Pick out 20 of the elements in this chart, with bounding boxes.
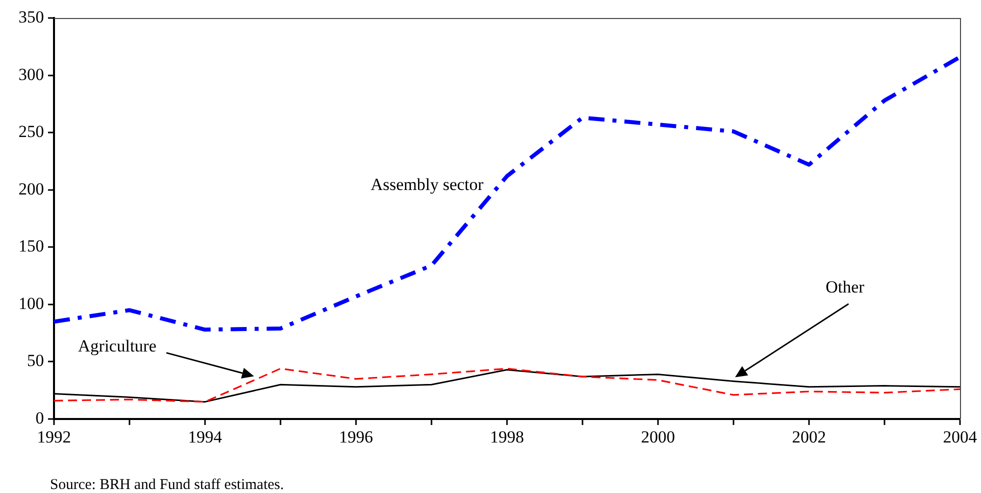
y-tick-label: 350 [18,7,44,26]
x-tick-label: 1992 [37,428,71,447]
source-note: Source: BRH and Fund staff estimates. [50,476,284,493]
y-tick-label: 150 [18,236,44,256]
y-tick-label: 200 [18,179,44,198]
x-tick-label: 2002 [792,428,826,447]
x-tick-label: 1994 [188,428,222,447]
y-tick-label: 250 [18,122,44,142]
x-tick-label: 2004 [943,428,978,447]
series-label: Assembly sector [370,175,484,194]
x-tick-label: 1998 [490,428,524,447]
y-tick-label: 300 [18,64,44,84]
text: Agriculture [78,336,156,356]
y-tick-label: 100 [18,294,44,313]
x-tick-label: 1996 [339,428,373,447]
line-series [54,54,960,332]
x-tick-label: 2000 [641,428,675,447]
y-tick-label: 0 [36,408,44,428]
y-tick-label: 50 [27,351,44,370]
text: Other [826,277,865,296]
